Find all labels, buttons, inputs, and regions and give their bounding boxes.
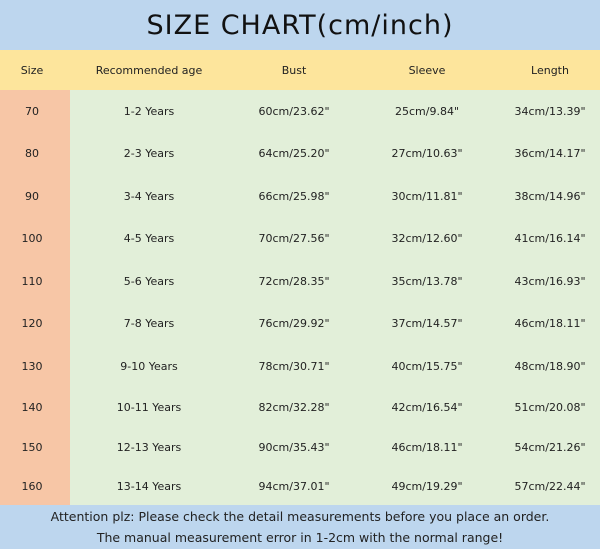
cell-sleeve: 42cm/16.54" bbox=[391, 400, 463, 414]
cell-length: 57cm/22.44" bbox=[514, 479, 586, 493]
cell-size: 130 bbox=[21, 359, 43, 373]
cell-length: 51cm/20.08" bbox=[514, 400, 586, 414]
cell-age: 3-4 Years bbox=[123, 189, 175, 203]
footer-line-2: The manual measurement error in 1-2cm wi… bbox=[96, 530, 504, 545]
header-sleeve: Sleeve bbox=[408, 63, 446, 77]
cell-size: 100 bbox=[21, 232, 43, 245]
cell-bust: 94cm/37.01" bbox=[258, 479, 330, 493]
cell-sleeve: 30cm/11.81" bbox=[391, 189, 463, 203]
table-row: 70 1-2 Years 60cm/23.62" 25cm/9.84" 34cm/13.… bbox=[0, 90, 600, 132]
cell-sleeve: 32cm/12.60" bbox=[391, 232, 463, 245]
cell-length: 43cm/16.93" bbox=[514, 274, 586, 288]
table-row: 110 5-6 Years 72cm/28.35" 35cm/13.78" 43cm/1… bbox=[0, 260, 600, 302]
cell-bust: 82cm/32.28" bbox=[258, 400, 330, 414]
cell-sleeve: 40cm/15.75" bbox=[391, 359, 463, 373]
cell-age: 13-14 Years bbox=[116, 479, 182, 493]
cell-size: 140 bbox=[21, 400, 43, 414]
cell-sleeve: 25cm/9.84" bbox=[394, 104, 460, 118]
cell-age: 10-11 Years bbox=[116, 400, 182, 414]
cell-sleeve: 49cm/19.29" bbox=[391, 479, 463, 493]
header-length: Length bbox=[531, 63, 569, 77]
cell-size: 110 bbox=[21, 274, 43, 288]
cell-size: 90 bbox=[25, 189, 39, 203]
header-bust: Bust bbox=[281, 63, 307, 77]
cell-bust: 66cm/25.98" bbox=[258, 189, 330, 203]
cell-bust: 90cm/35.43" bbox=[258, 440, 330, 454]
cell-length: 38cm/14.96" bbox=[514, 189, 586, 203]
cell-sleeve: 35cm/13.78" bbox=[391, 274, 463, 288]
cell-age: 7-8 Years bbox=[123, 317, 175, 330]
cell-length: 36cm/14.17" bbox=[514, 147, 586, 160]
cell-size: 120 bbox=[21, 317, 43, 330]
cell-age: 5-6 Years bbox=[123, 274, 175, 288]
table-row: 90 3-4 Years 66cm/25.98" 30cm/11.81" 38cm/14… bbox=[0, 175, 600, 217]
footer-line-1: Attention plz: Please check the detail m… bbox=[50, 509, 550, 524]
table-row: 130 9-10 Years 78cm/30.71" 40cm/15.75" 48cm/… bbox=[0, 345, 600, 387]
cell-age: 12-13 Years bbox=[116, 440, 182, 454]
cell-length: 46cm/18.11" bbox=[514, 317, 586, 330]
cell-sleeve: 37cm/14.57" bbox=[391, 317, 463, 330]
cell-size: 150 bbox=[21, 440, 43, 454]
cell-age: 4-5 Years bbox=[123, 232, 175, 245]
cell-size: 80 bbox=[25, 147, 39, 160]
cell-bust: 60cm/23.62" bbox=[258, 104, 330, 118]
cell-age: 9-10 Years bbox=[120, 359, 178, 373]
cell-sleeve: 27cm/10.63" bbox=[391, 147, 463, 160]
table-body: 70 1-2 Years 60cm/23.62" 25cm/9.84" 34cm/13.… bbox=[0, 90, 600, 505]
footer-note: Attention plz: Please check the detail m… bbox=[0, 505, 600, 549]
cell-bust: 70cm/27.56" bbox=[258, 232, 330, 245]
cell-age: 2-3 Years bbox=[123, 147, 175, 160]
cell-bust: 64cm/25.20" bbox=[258, 147, 330, 160]
cell-size: 160 bbox=[21, 479, 43, 493]
table-row: 120 7-8 Years 76cm/29.92" 37cm/14.57" 46cm/1… bbox=[0, 302, 600, 345]
table-row: 160 13-14 Years 94cm/37.01" 49cm/19.29" 57cm… bbox=[0, 467, 600, 505]
cell-bust: 72cm/28.35" bbox=[258, 274, 330, 288]
size-column-bg bbox=[0, 90, 70, 505]
table-row: 100 4-5 Years 70cm/27.56" 32cm/12.60" 41cm/1… bbox=[0, 217, 600, 260]
cell-sleeve: 46cm/18.11" bbox=[391, 440, 463, 454]
cell-length: 48cm/18.90" bbox=[514, 359, 586, 373]
cell-bust: 76cm/29.92" bbox=[258, 317, 330, 330]
cell-length: 41cm/16.14" bbox=[514, 232, 586, 245]
cell-length: 54cm/21.26" bbox=[514, 440, 586, 454]
header-size: Size bbox=[20, 63, 44, 77]
cell-size: 70 bbox=[25, 104, 39, 118]
table-row: 150 12-13 Years 90cm/35.43" 46cm/18.11" 54cm… bbox=[0, 427, 600, 467]
header-age: Recommended age bbox=[95, 63, 203, 77]
chart-title: SIZE CHART(cm/inch) bbox=[0, 0, 600, 50]
cell-length: 34cm/13.39" bbox=[514, 104, 586, 118]
table-row: 140 10-11 Years 82cm/32.28" 42cm/16.54" 51cm… bbox=[0, 387, 600, 427]
header-row: Size Recommended age Bust Sleeve Length bbox=[0, 50, 600, 90]
cell-age: 1-2 Years bbox=[123, 104, 175, 118]
cell-bust: 78cm/30.71" bbox=[258, 359, 330, 373]
table-row: 80 2-3 Years 64cm/25.20" 27cm/10.63" 36cm/14… bbox=[0, 132, 600, 175]
